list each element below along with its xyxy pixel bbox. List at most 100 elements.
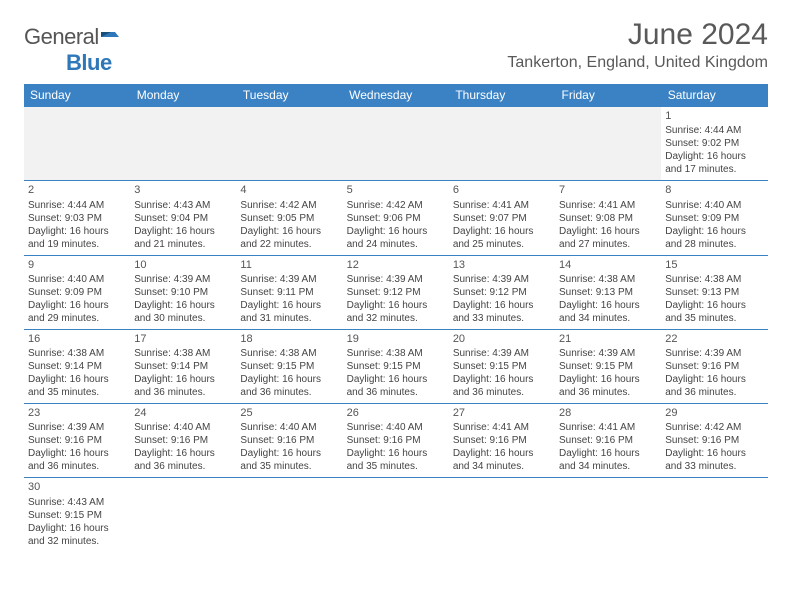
calendar-day-cell: 6Sunrise: 4:41 AMSunset: 9:07 PMDaylight… (449, 181, 555, 255)
day-sunset: Sunset: 9:14 PM (134, 360, 232, 373)
day-sunset: Sunset: 9:09 PM (665, 212, 763, 225)
day-sunrise: Sunrise: 4:44 AM (28, 199, 126, 212)
day-daylight1: Daylight: 16 hours (28, 225, 126, 238)
day-sunrise: Sunrise: 4:39 AM (559, 347, 657, 360)
day-daylight2: and 21 minutes. (134, 238, 232, 251)
day-sunrise: Sunrise: 4:42 AM (240, 199, 338, 212)
day-daylight2: and 34 minutes. (453, 460, 551, 473)
day-sunset: Sunset: 9:12 PM (453, 286, 551, 299)
day-number: 3 (134, 183, 232, 197)
day-sunrise: Sunrise: 4:39 AM (28, 421, 126, 434)
day-number: 13 (453, 258, 551, 272)
day-daylight1: Daylight: 16 hours (665, 373, 763, 386)
calendar-day-cell: 22Sunrise: 4:39 AMSunset: 9:16 PMDayligh… (661, 329, 767, 403)
day-sunset: Sunset: 9:15 PM (347, 360, 445, 373)
day-sunset: Sunset: 9:13 PM (665, 286, 763, 299)
day-number: 15 (665, 258, 763, 272)
calendar-day-cell: 15Sunrise: 4:38 AMSunset: 9:13 PMDayligh… (661, 255, 767, 329)
day-sunset: Sunset: 9:07 PM (453, 212, 551, 225)
calendar-day-cell: 19Sunrise: 4:38 AMSunset: 9:15 PMDayligh… (343, 329, 449, 403)
calendar-day-cell: 21Sunrise: 4:39 AMSunset: 9:15 PMDayligh… (555, 329, 661, 403)
day-sunrise: Sunrise: 4:43 AM (134, 199, 232, 212)
calendar-day-cell (24, 107, 130, 181)
calendar-day-cell: 16Sunrise: 4:38 AMSunset: 9:14 PMDayligh… (24, 329, 130, 403)
day-daylight1: Daylight: 16 hours (559, 225, 657, 238)
calendar-day-cell: 29Sunrise: 4:42 AMSunset: 9:16 PMDayligh… (661, 404, 767, 478)
day-number: 19 (347, 332, 445, 346)
day-daylight2: and 30 minutes. (134, 312, 232, 325)
day-number: 8 (665, 183, 763, 197)
day-daylight2: and 25 minutes. (453, 238, 551, 251)
day-sunset: Sunset: 9:15 PM (28, 509, 126, 522)
weekday-header-row: Sunday Monday Tuesday Wednesday Thursday… (24, 84, 768, 107)
calendar-day-cell: 2Sunrise: 4:44 AMSunset: 9:03 PMDaylight… (24, 181, 130, 255)
day-number: 7 (559, 183, 657, 197)
day-sunset: Sunset: 9:05 PM (240, 212, 338, 225)
weekday-header: Monday (130, 84, 236, 107)
day-daylight2: and 36 minutes. (240, 386, 338, 399)
calendar-day-cell: 7Sunrise: 4:41 AMSunset: 9:08 PMDaylight… (555, 181, 661, 255)
day-sunrise: Sunrise: 4:42 AM (665, 421, 763, 434)
day-sunset: Sunset: 9:06 PM (347, 212, 445, 225)
day-daylight2: and 19 minutes. (28, 238, 126, 251)
weekday-header: Saturday (661, 84, 767, 107)
day-number: 10 (134, 258, 232, 272)
day-daylight2: and 22 minutes. (240, 238, 338, 251)
calendar-day-cell: 24Sunrise: 4:40 AMSunset: 9:16 PMDayligh… (130, 404, 236, 478)
calendar-day-cell: 4 Sunrise: 4:42 AMSunset: 9:05 PMDaylight… (236, 181, 342, 255)
calendar-day-cell: 13Sunrise: 4:39 AMSunset: 9:12 PMDayligh… (449, 255, 555, 329)
day-sunset: Sunset: 9:16 PM (240, 434, 338, 447)
day-sunrise: Sunrise: 4:39 AM (240, 273, 338, 286)
weekday-header: Wednesday (343, 84, 449, 107)
day-daylight2: and 35 minutes. (347, 460, 445, 473)
day-daylight2: and 34 minutes. (559, 460, 657, 473)
day-sunrise: Sunrise: 4:39 AM (134, 273, 232, 286)
calendar-day-cell (236, 478, 342, 552)
calendar-day-cell: 17Sunrise: 4:38 AMSunset: 9:14 PMDayligh… (130, 329, 236, 403)
day-daylight1: Daylight: 16 hours (28, 522, 126, 535)
calendar-table: Sunday Monday Tuesday Wednesday Thursday… (24, 84, 768, 552)
day-sunset: Sunset: 9:16 PM (28, 434, 126, 447)
day-daylight2: and 36 minutes. (665, 386, 763, 399)
day-daylight1: Daylight: 16 hours (347, 373, 445, 386)
day-number: 6 (453, 183, 551, 197)
calendar-week-row: 30Sunrise: 4:43 AMSunset: 9:15 PMDayligh… (24, 478, 768, 552)
day-sunrise: Sunrise: 4:40 AM (134, 421, 232, 434)
day-number: 30 (28, 480, 126, 494)
brand-logo: GeneralBlue (24, 24, 119, 76)
day-sunset: Sunset: 9:16 PM (559, 434, 657, 447)
day-number: 4 (240, 183, 338, 197)
day-number: 26 (347, 406, 445, 420)
day-daylight1: Daylight: 16 hours (559, 447, 657, 460)
day-sunrise: Sunrise: 4:41 AM (559, 421, 657, 434)
day-daylight1: Daylight: 16 hours (28, 447, 126, 460)
day-daylight1: Daylight: 16 hours (240, 225, 338, 238)
day-daylight1: Daylight: 16 hours (134, 299, 232, 312)
day-sunrise: Sunrise: 4:39 AM (665, 347, 763, 360)
day-daylight2: and 32 minutes. (347, 312, 445, 325)
day-daylight2: and 36 minutes. (28, 460, 126, 473)
day-number: 22 (665, 332, 763, 346)
day-daylight1: Daylight: 16 hours (665, 150, 763, 163)
calendar-day-cell (449, 107, 555, 181)
day-number: 5 (347, 183, 445, 197)
day-daylight1: Daylight: 16 hours (453, 447, 551, 460)
calendar-day-cell (236, 107, 342, 181)
day-daylight2: and 35 minutes. (240, 460, 338, 473)
day-number: 29 (665, 406, 763, 420)
calendar-day-cell (343, 478, 449, 552)
day-daylight1: Daylight: 16 hours (240, 299, 338, 312)
day-sunset: Sunset: 9:12 PM (347, 286, 445, 299)
day-sunrise: Sunrise: 4:41 AM (453, 421, 551, 434)
title-block: June 2024 Tankerton, England, United Kin… (507, 18, 768, 72)
day-daylight1: Daylight: 16 hours (134, 225, 232, 238)
day-daylight2: and 36 minutes. (134, 386, 232, 399)
day-daylight2: and 28 minutes. (665, 238, 763, 251)
day-daylight1: Daylight: 16 hours (453, 373, 551, 386)
day-sunset: Sunset: 9:03 PM (28, 212, 126, 225)
calendar-day-cell: 28Sunrise: 4:41 AMSunset: 9:16 PMDayligh… (555, 404, 661, 478)
day-sunset: Sunset: 9:13 PM (559, 286, 657, 299)
day-number: 1 (665, 109, 763, 123)
calendar-week-row: 23Sunrise: 4:39 AMSunset: 9:16 PMDayligh… (24, 404, 768, 478)
day-sunset: Sunset: 9:16 PM (134, 434, 232, 447)
